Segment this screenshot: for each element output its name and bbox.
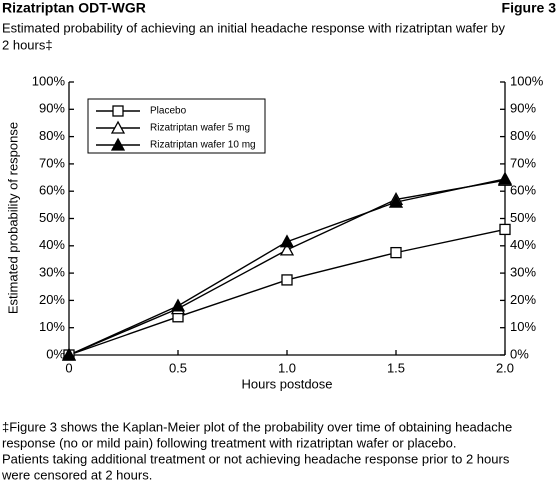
- y2-tick-label: 20%: [510, 292, 536, 307]
- marker: [499, 223, 511, 236]
- x-axis-label: Hours postdose: [241, 376, 332, 391]
- footnote: Patients taking additional treatment or …: [2, 451, 510, 466]
- marker: [279, 242, 295, 256]
- y-tick-label: 90%: [39, 101, 65, 116]
- y-tick-label: 0%: [46, 346, 65, 361]
- subtitle: 2 hours‡: [2, 37, 53, 52]
- legend-label: Placebo: [150, 106, 187, 117]
- marker: [61, 347, 77, 361]
- figure-label: Figure 3: [502, 0, 557, 16]
- y-tick-label: 70%: [39, 155, 65, 170]
- subtitle: Estimated probability of achieving an in…: [2, 20, 505, 35]
- y2-tick-label: 10%: [510, 319, 536, 334]
- legend-label: Rizatriptan wafer 10 mg: [150, 140, 256, 151]
- marker: [281, 274, 293, 286]
- y-tick-label: 20%: [39, 292, 65, 307]
- x-tick-label: 1.0: [278, 360, 296, 375]
- y2-tick-label: 100%: [510, 73, 544, 88]
- y2-tick-label: 50%: [510, 210, 536, 225]
- y-axis-label: Estimated probability of response: [5, 122, 20, 314]
- y2-tick-label: 70%: [510, 155, 536, 170]
- legend-label: Rizatriptan wafer 5 mg: [150, 123, 250, 134]
- series-line: [68, 178, 506, 356]
- y2-tick-label: 90%: [510, 101, 536, 116]
- footnote: ‡Figure 3 shows the Kaplan-Meier plot of…: [2, 419, 512, 434]
- y-tick-label: 100%: [32, 73, 66, 88]
- marker: [279, 234, 295, 248]
- y-tick-label: 10%: [39, 319, 65, 334]
- y2-tick-label: 60%: [510, 183, 536, 198]
- footnote: were censored at 2 hours.: [1, 467, 152, 482]
- x-tick-label: 0.5: [169, 360, 187, 375]
- y2-tick-label: 0%: [510, 346, 529, 361]
- x-tick-label: 1.5: [387, 360, 405, 375]
- y-tick-label: 50%: [39, 210, 65, 225]
- page-title: Rizatriptan ODT-WGR: [2, 0, 146, 16]
- y2-tick-label: 80%: [510, 128, 536, 143]
- footnote: response (no or mild pain) following tre…: [2, 435, 457, 450]
- marker: [112, 105, 124, 117]
- series-line: [68, 179, 506, 356]
- marker: [388, 194, 404, 208]
- x-tick-label: 2.0: [496, 360, 514, 375]
- marker: [497, 171, 513, 185]
- y2-tick-label: 30%: [510, 265, 536, 280]
- y-tick-label: 40%: [39, 237, 65, 252]
- marker: [110, 120, 126, 134]
- marker: [110, 137, 126, 151]
- y-tick-label: 80%: [39, 128, 65, 143]
- marker: [170, 298, 186, 312]
- x-tick-label: 0: [65, 360, 72, 375]
- y-tick-label: 30%: [39, 265, 65, 280]
- y2-tick-label: 40%: [510, 237, 536, 252]
- marker: [390, 246, 402, 259]
- y-tick-label: 60%: [39, 183, 65, 198]
